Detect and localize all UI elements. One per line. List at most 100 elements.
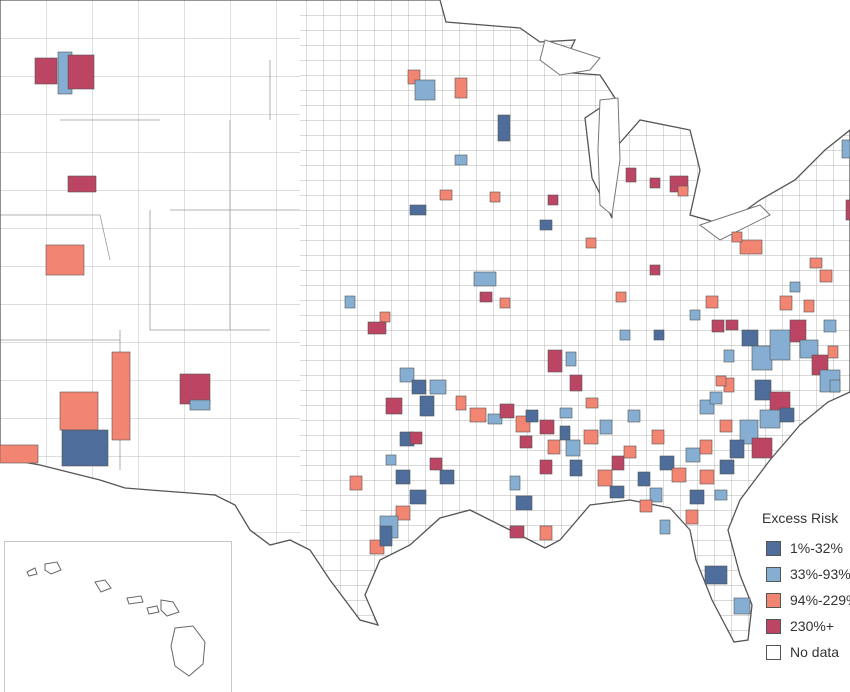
county-highlight (649, 177, 661, 189)
county-highlight (469, 407, 487, 423)
county-highlight (723, 349, 735, 363)
county-highlight (67, 175, 97, 193)
county-highlight (733, 597, 751, 615)
county-highlight (497, 114, 511, 142)
county-highlight (649, 487, 663, 503)
county-highlight (409, 431, 423, 445)
legend-swatch (766, 540, 781, 556)
county-highlight (651, 429, 665, 445)
county-highlight (649, 264, 661, 276)
county-highlight (841, 139, 850, 159)
county-highlight (685, 509, 699, 525)
county-highlight (671, 467, 687, 483)
county-highlight (819, 269, 833, 283)
county-highlight (597, 469, 613, 487)
county-highlight (499, 297, 511, 309)
county-highlight (559, 425, 571, 441)
county-highlight (61, 429, 109, 467)
county-highlight (429, 457, 443, 471)
county-highlight (741, 329, 759, 347)
county-highlight (539, 525, 553, 541)
county-highlight (585, 237, 597, 249)
county-highlight (539, 459, 553, 475)
county-highlight (411, 379, 427, 395)
county-highlight (385, 454, 397, 466)
county-highlight (714, 489, 728, 501)
county-highlight (751, 345, 773, 371)
legend-label: 94%-229% (790, 592, 850, 608)
county-highlight (454, 77, 468, 99)
county-highlight (729, 439, 745, 459)
legend-swatch (766, 566, 781, 582)
county-highlight (685, 447, 701, 463)
county-highlight (414, 79, 436, 101)
legend-swatch (766, 618, 781, 634)
county-highlight (725, 319, 739, 331)
county-highlight (395, 469, 411, 485)
county-highlight (419, 395, 435, 417)
county-highlight (653, 329, 665, 341)
county-highlight (479, 291, 493, 303)
county-highlight (699, 469, 715, 485)
county-highlight (615, 291, 627, 303)
county-highlight (367, 321, 387, 335)
county-highlight (409, 489, 427, 505)
county-highlight (659, 455, 675, 471)
county-highlight (719, 419, 733, 433)
county-highlight (487, 413, 503, 425)
county-highlight (349, 475, 363, 491)
county-highlight (659, 519, 671, 535)
county-highlight (799, 339, 819, 359)
county-highlight (619, 329, 631, 341)
county-highlight (569, 374, 583, 392)
county-highlight (715, 375, 727, 387)
county-highlight (759, 409, 781, 429)
county-highlight (711, 319, 725, 333)
legend-label: 33%-93% (790, 566, 850, 582)
county-highlight (409, 204, 427, 216)
county-highlight (189, 399, 211, 411)
county-highlight (611, 455, 625, 471)
county-highlight (829, 379, 841, 393)
county-highlight (625, 167, 637, 183)
county-highlight (439, 469, 455, 485)
county-highlight (754, 379, 772, 401)
county-highlight (547, 349, 563, 373)
legend-item-bin4: 230%+ (762, 613, 850, 639)
county-highlight (547, 439, 561, 455)
legend-label: 230%+ (790, 618, 834, 634)
county-highlight (509, 475, 521, 491)
county-highlight (637, 471, 651, 487)
hawaii-islands (26, 561, 206, 677)
county-highlight (583, 429, 599, 445)
legend-item-bin1: 1%-32% (762, 535, 850, 561)
legend: Excess Risk 1%-32% 33%-93% 94%-229% 230%… (762, 510, 850, 665)
county-highlight (627, 409, 641, 423)
county-highlight (379, 311, 391, 323)
county-highlight (525, 409, 539, 423)
county-highlight (689, 309, 701, 321)
county-highlight (731, 231, 743, 243)
county-highlight (179, 373, 211, 405)
county-highlight (59, 391, 99, 431)
legend-item-no-data: No data (762, 639, 850, 665)
county-highlight (395, 505, 411, 521)
county-highlight (769, 329, 791, 361)
county-highlight (539, 419, 555, 435)
county-highlight (709, 391, 723, 405)
county-highlight (439, 189, 453, 201)
county-highlight (0, 444, 39, 464)
county-highlight (599, 419, 613, 435)
county-highlight (609, 485, 625, 499)
county-highlight (385, 397, 403, 415)
county-highlight (809, 257, 823, 269)
county-highlight (565, 351, 577, 367)
county-highlight (519, 435, 533, 449)
county-highlight (34, 57, 58, 85)
county-highlight (455, 395, 467, 411)
hawaii-inset (4, 541, 232, 692)
county-highlight (45, 244, 85, 276)
county-highlight (499, 403, 515, 419)
county-highlight (705, 295, 719, 309)
